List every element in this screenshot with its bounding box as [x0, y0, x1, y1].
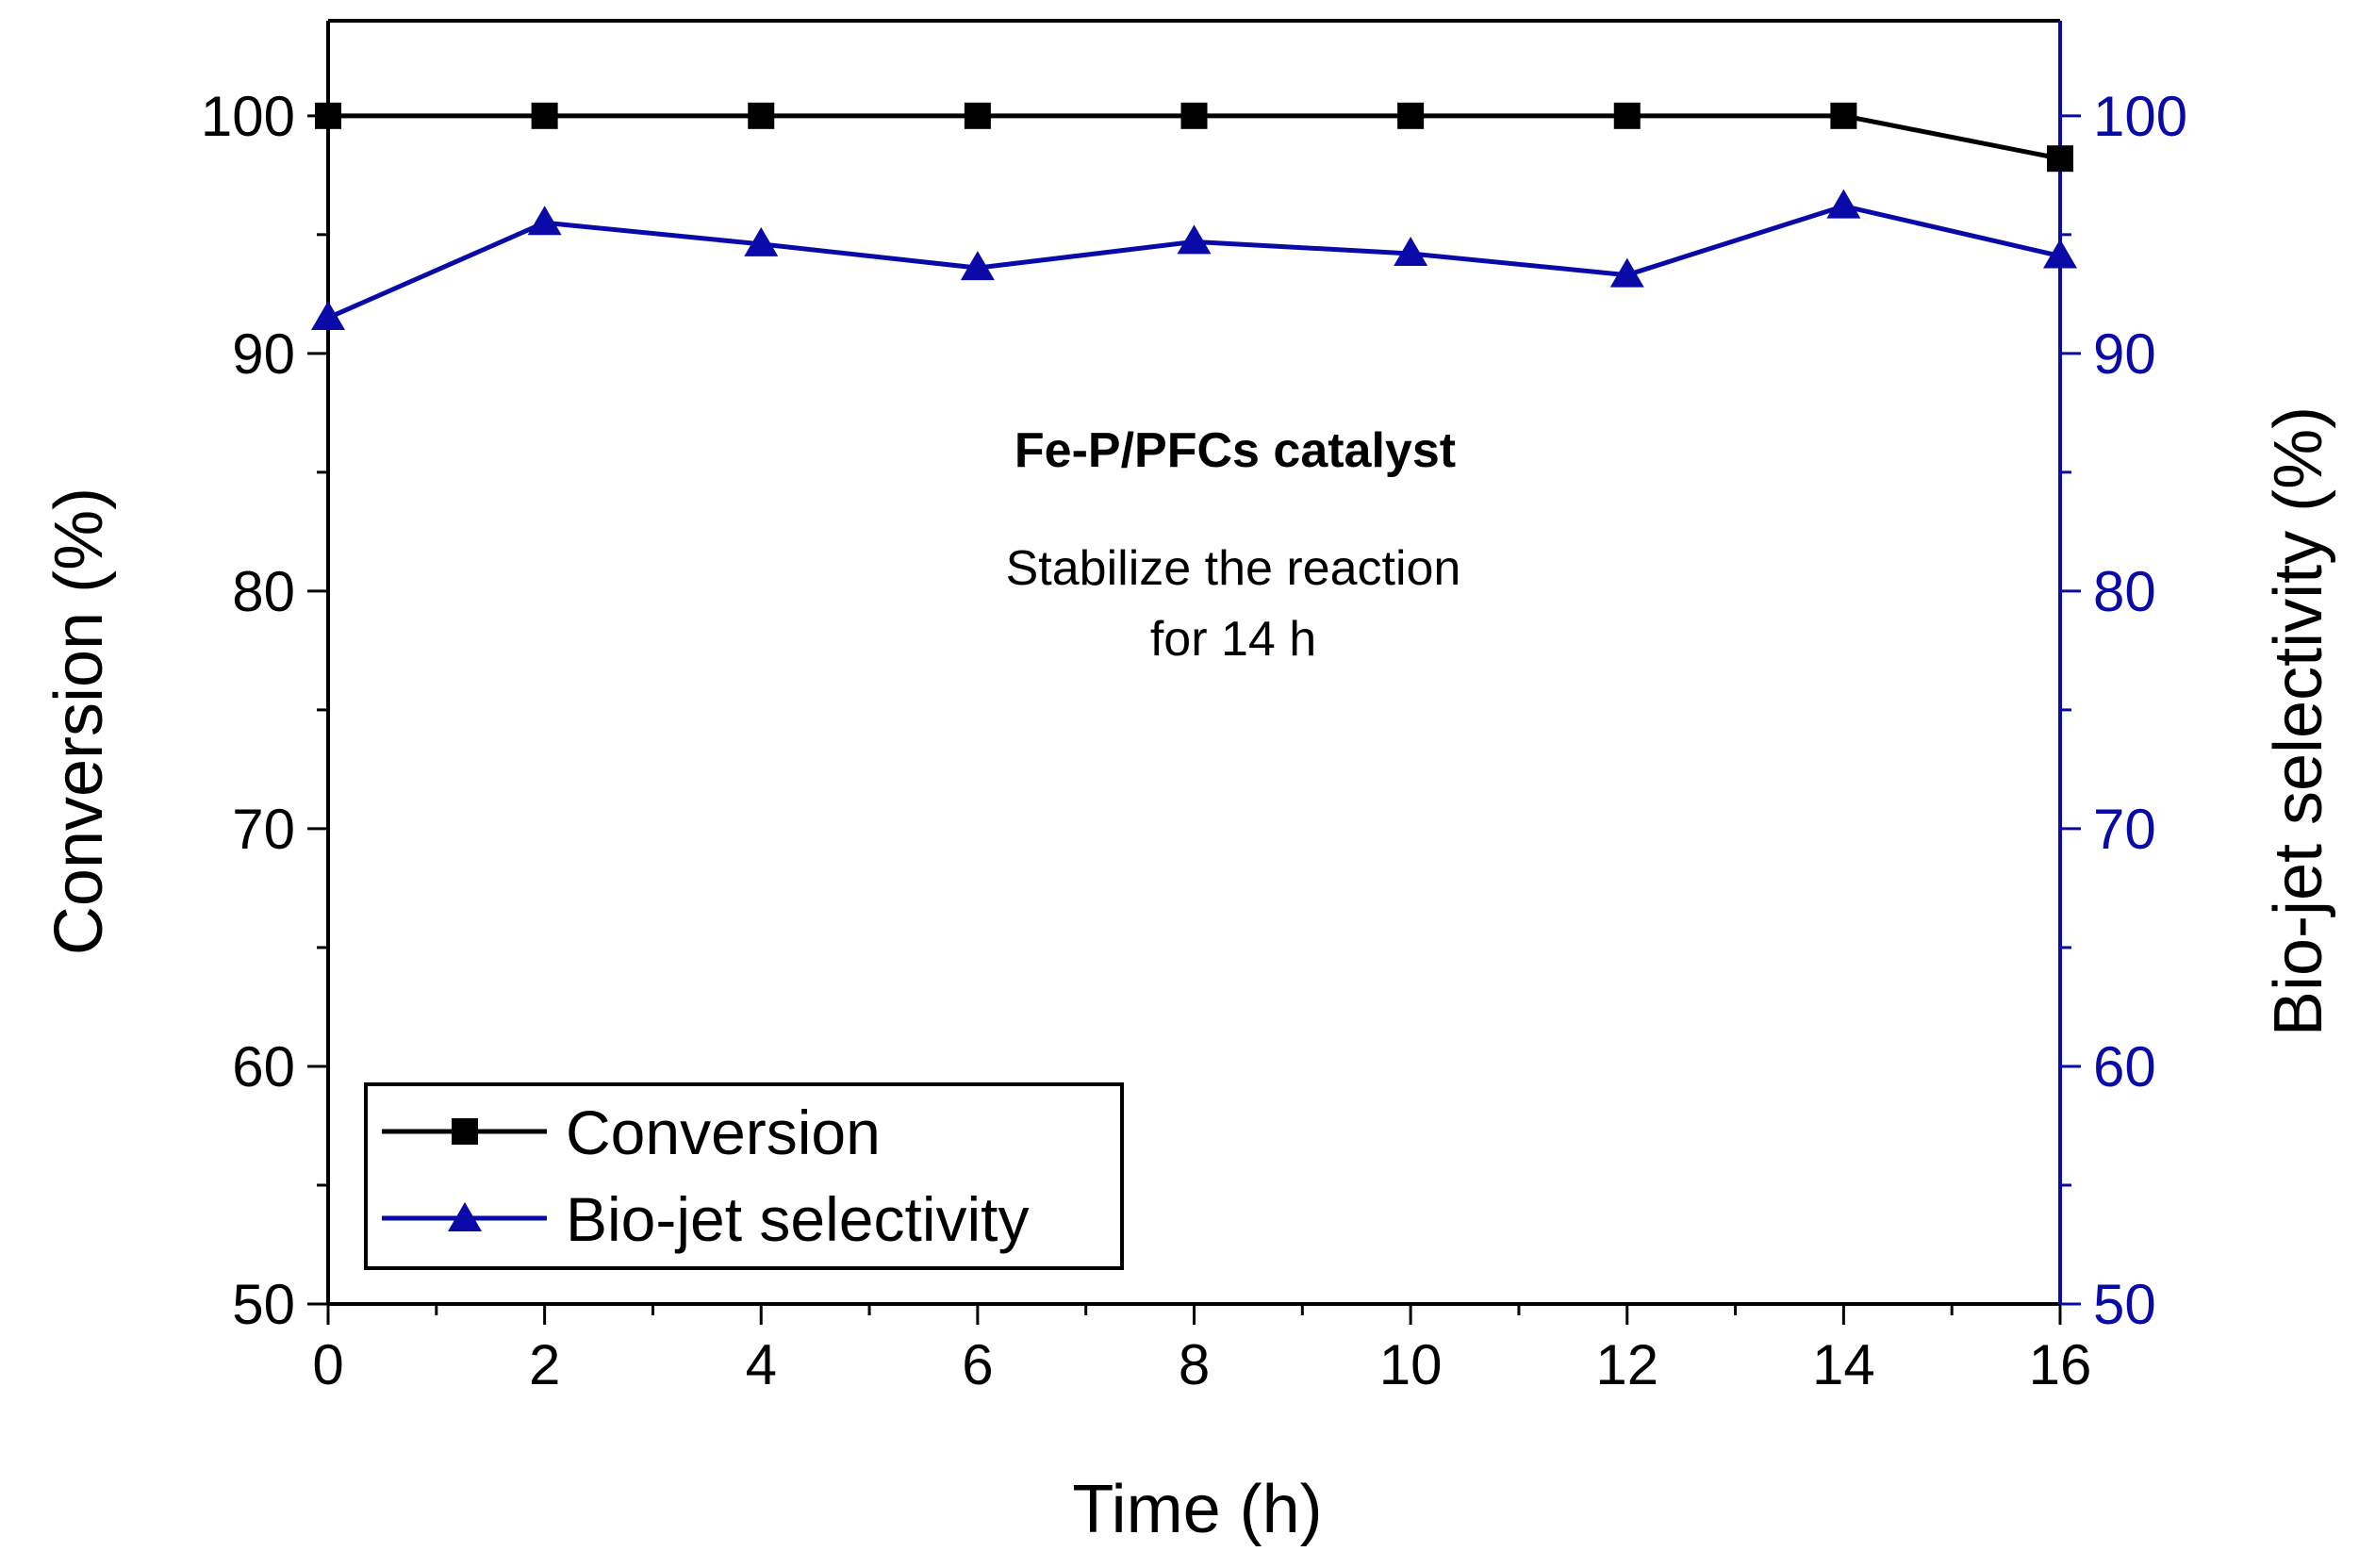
y2-tick-label: 70 — [2093, 798, 2156, 861]
conversion-point — [1613, 102, 1641, 129]
x-tick-label: 6 — [962, 1333, 993, 1396]
legend-conversion-label: Conversion — [566, 1098, 881, 1167]
text-layer: Time (h) Conversion (%) Bio-jet selectiv… — [41, 406, 2336, 1547]
x-tick-label: 12 — [1595, 1333, 1658, 1396]
legend-conversion-marker — [452, 1118, 478, 1145]
bio-jet-selectivity-point — [311, 301, 345, 331]
conversion-point — [531, 102, 558, 129]
y-tick-label: 80 — [232, 560, 295, 623]
legend-selectivity-marker — [448, 1202, 482, 1231]
y-tick-label: 100 — [201, 85, 295, 148]
conversion-point — [748, 102, 775, 129]
bio-jet-selectivity-point — [744, 226, 779, 256]
y2-tick-label: 90 — [2093, 322, 2156, 386]
legend: Conversion Bio-jet selectivity — [364, 1082, 1124, 1270]
conversion-point — [1830, 102, 1857, 129]
series-layer — [311, 102, 2077, 331]
y2-tick-label: 80 — [2093, 560, 2156, 623]
bio-jet-selectivity-point — [2043, 239, 2077, 269]
bio-jet-selectivity-point — [960, 251, 995, 281]
bio-jet-selectivity-point — [527, 206, 562, 236]
bio-jet-selectivity-point — [1609, 257, 1644, 288]
conversion-point — [964, 102, 991, 129]
y2-tick-label: 60 — [2093, 1035, 2156, 1098]
x-tick-label: 8 — [1179, 1333, 1210, 1396]
x-tick-label: 4 — [746, 1333, 777, 1396]
annotation-duration: for 14 h — [1150, 612, 1316, 667]
bio-jet-selectivity-point — [1394, 236, 1428, 266]
conversion-point — [2047, 145, 2073, 173]
y-axis-title: Conversion (%) — [41, 487, 117, 955]
conversion-point — [315, 102, 341, 129]
y2-axis-title: Bio-jet selectivity (%) — [2261, 406, 2336, 1036]
annotation-catalyst: Fe-P/PFCs catalyst — [1015, 423, 1456, 478]
y-tick-label: 90 — [232, 322, 295, 386]
x-tick-label: 14 — [1812, 1333, 1875, 1396]
y2-tick-label: 50 — [2093, 1273, 2156, 1336]
x-tick-label: 10 — [1379, 1333, 1443, 1396]
bio-jet-selectivity-point — [1177, 224, 1212, 255]
conversion-point — [1180, 102, 1208, 129]
y2-tick-label: 100 — [2093, 85, 2187, 148]
legend-box — [364, 1082, 1124, 1270]
x-tick-label: 0 — [312, 1333, 343, 1396]
y-tick-label: 70 — [232, 798, 295, 861]
y-tick-label: 60 — [232, 1035, 295, 1098]
conversion-point — [1397, 102, 1425, 129]
bio-jet-selectivity-point — [1826, 189, 1861, 219]
bio-jet-selectivity-line — [326, 203, 2061, 321]
x-axis-title: Time (h) — [1072, 1472, 1322, 1547]
x-tick-label: 2 — [529, 1333, 560, 1396]
legend-selectivity-label: Bio-jet selectivity — [566, 1184, 1030, 1254]
annotation-stabilize: Stabilize the reaction — [1006, 541, 1461, 596]
x-tick-label: 16 — [2029, 1333, 2092, 1396]
y-tick-label: 50 — [232, 1273, 295, 1336]
